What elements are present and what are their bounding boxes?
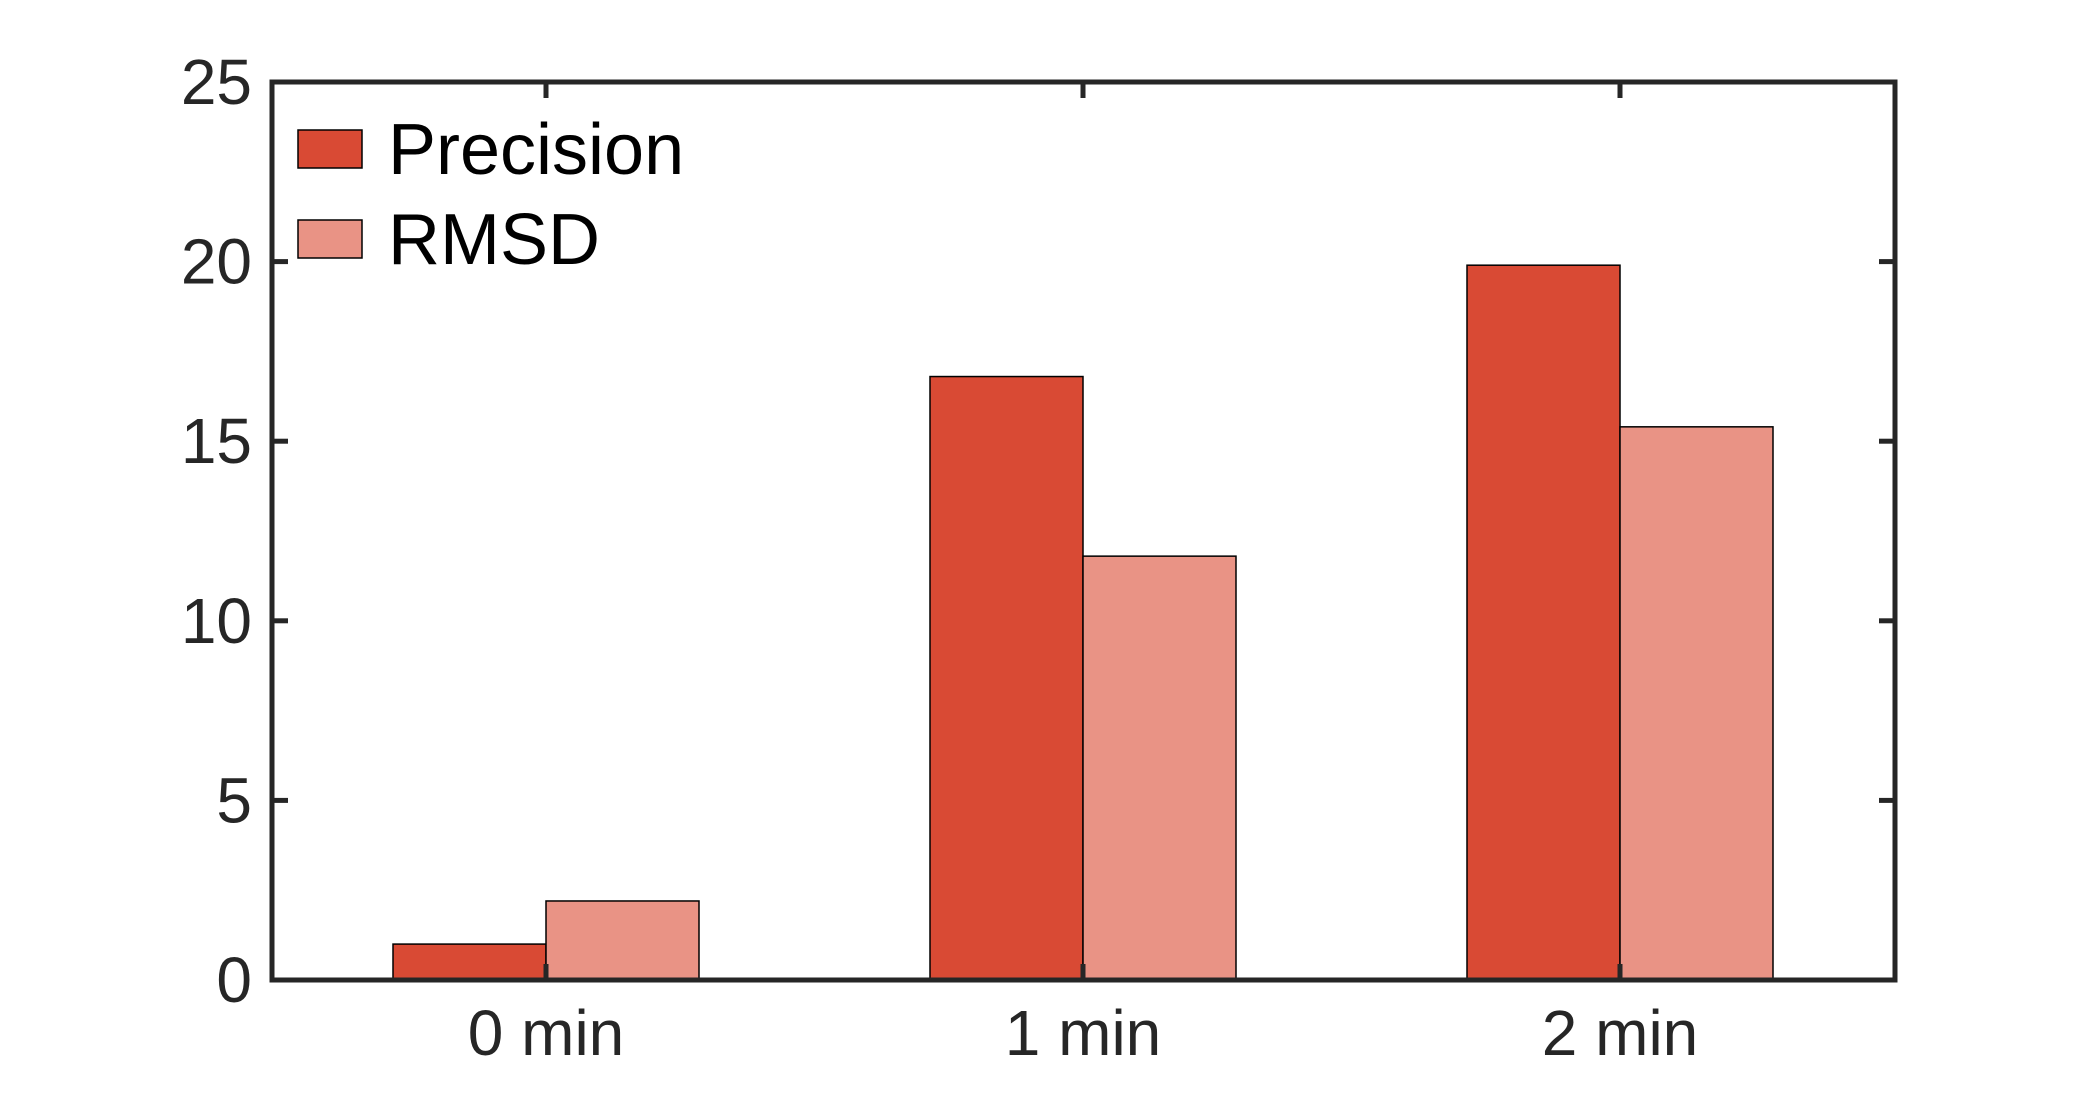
y-tick-label-10: 10 — [181, 585, 252, 657]
legend-label-rmsd: RMSD — [388, 200, 600, 280]
y-tick-label-25: 25 — [181, 46, 252, 118]
legend: Precision RMSD — [297, 110, 684, 280]
legend-label-precision: Precision — [388, 110, 684, 190]
bars-layer — [392, 264, 1774, 981]
x-tick-label-0: 0 min — [468, 997, 625, 1069]
labels-layer: 0 5 10 15 20 25 0 min 1 min 2 min — [181, 46, 1698, 1069]
x-tick-label-2: 2 min — [1542, 997, 1699, 1069]
bar-rmsd-2-min — [1619, 426, 1774, 981]
bar-precision-2-min — [1466, 264, 1621, 981]
legend-swatch-precision — [297, 129, 363, 169]
bar-precision-0-min — [392, 943, 547, 981]
bar-rmsd-1-min — [1082, 555, 1237, 981]
bar-precision-1-min — [929, 375, 1084, 981]
y-tick-label-20: 20 — [181, 226, 252, 298]
y-tick-label-5: 5 — [216, 764, 252, 836]
y-tick-label-15: 15 — [181, 405, 252, 477]
x-tick-label-1: 1 min — [1005, 997, 1162, 1069]
ticks-layer — [272, 79, 1895, 983]
legend-swatch-rmsd — [297, 219, 363, 259]
bar-rmsd-0-min — [545, 900, 700, 981]
y-tick-label-0: 0 — [216, 944, 252, 1016]
